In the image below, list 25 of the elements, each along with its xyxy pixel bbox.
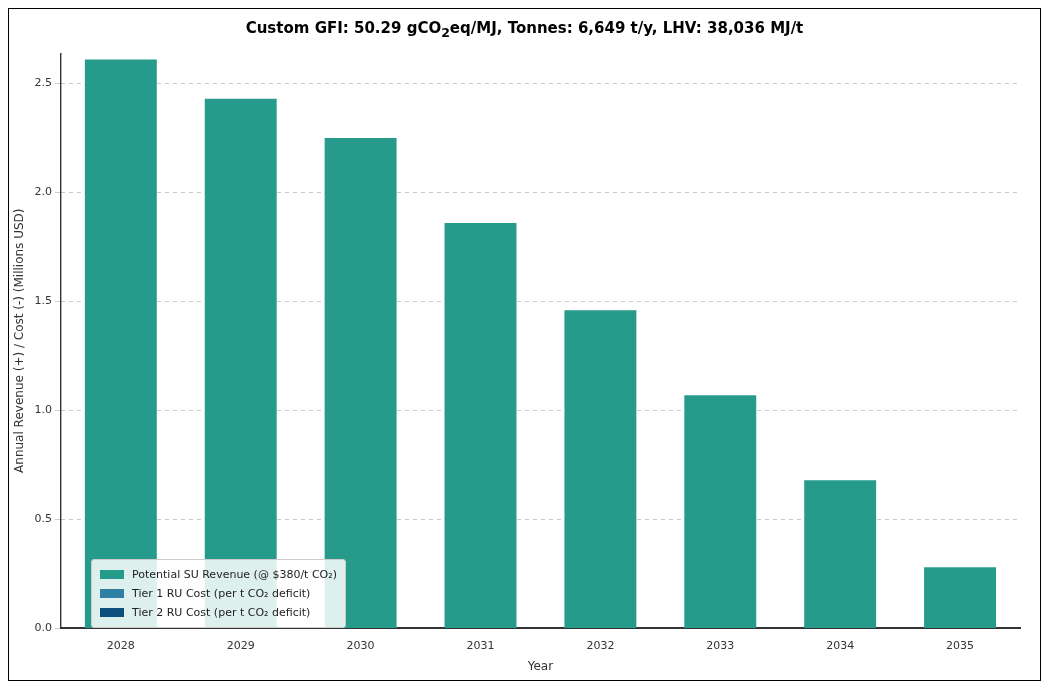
y-tick-label: 0.5 [34,512,52,526]
x-tick-label: 2034 [826,638,855,652]
y-tick-label: 0.0 [34,621,52,635]
y-tick-label: 1.5 [34,294,52,308]
legend-label: Tier 1 RU Cost (per t CO₂ deficit) [132,586,311,602]
x-axis-title: Year [526,658,554,673]
x-tick-label: 2031 [466,638,495,652]
chart-title: Custom GFI: 50.29 gCO$_{2}$eq/MJ, Tonnes: 6,649 t/y, LHV: 38,036 MJ/t [244,19,805,42]
legend-label: Potential SU Revenue (@ $380/t CO₂) [132,567,337,583]
y-tick-label: 1.0 [34,403,52,417]
x-tick-label: 2029 [226,638,255,652]
x-tick-label: 2032 [586,638,615,652]
x-tick-label: 2035 [946,638,975,652]
bar [684,395,757,628]
y-tick-label: 2.5 [34,76,52,90]
y-tick-label: 2.0 [34,185,52,199]
x-tick-label: 2033 [706,638,735,652]
x-tick-label: 2030 [346,638,375,652]
bar [444,223,517,628]
legend-label: Tier 2 RU Cost (per t CO₂ deficit) [132,605,311,621]
y-axis-title: Annual Revenue (+) / Cost (-) (Millions USD) [12,208,27,473]
x-tick-label: 2028 [106,638,135,652]
bar [804,480,877,628]
bar [564,310,637,628]
bar [924,567,997,628]
